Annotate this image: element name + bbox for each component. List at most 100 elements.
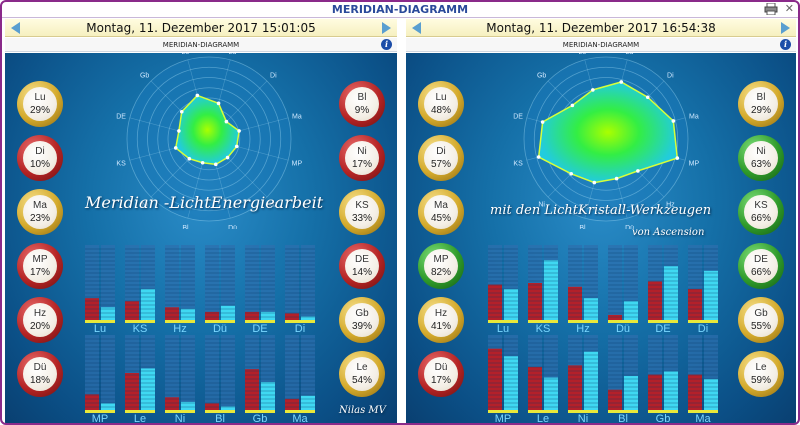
radar-point: [540, 120, 545, 124]
info-icon[interactable]: i: [381, 39, 392, 50]
bar-baseline: [125, 320, 155, 323]
radar-point: [614, 176, 619, 181]
bar-red: [205, 311, 219, 321]
orb-face: [744, 357, 778, 391]
meridian-orb-gb[interactable]: Gb 55%: [738, 297, 784, 343]
meridian-orb-de[interactable]: DE 66%: [738, 243, 784, 289]
orb-face: [744, 249, 778, 283]
orb-percent: 17%: [29, 267, 50, 278]
radar-ring: [533, 66, 679, 212]
radar-axis-label: MP: [689, 161, 700, 168]
orb-code: Di: [436, 146, 446, 157]
radar-axis-label: Gb: [140, 73, 149, 80]
orb-code: KS: [355, 200, 369, 211]
meridian-orb-di[interactable]: Di 10%: [17, 135, 63, 181]
meridian-orb-dü[interactable]: Dü 17%: [418, 351, 464, 397]
bar-red: [688, 374, 702, 411]
meridian-orb-mp[interactable]: MP 82%: [418, 243, 464, 289]
bar-label: Ni: [577, 413, 589, 425]
meridian-orb-bl[interactable]: Bl 9%: [339, 81, 385, 127]
bar-label: Gb: [655, 413, 671, 425]
bar-track: [181, 245, 195, 321]
orb-face: [744, 87, 778, 121]
radar-axis-label: Le: [579, 53, 587, 56]
orb-code: Hz: [33, 308, 47, 319]
bar-red: [568, 286, 582, 321]
radar-axis-label: Ma: [292, 113, 302, 120]
meridian-orb-bl[interactable]: Bl 29%: [738, 81, 784, 127]
meridian-orb-di[interactable]: Di 57%: [418, 135, 464, 181]
info-icon[interactable]: i: [780, 39, 791, 50]
bar-cyan: [504, 289, 518, 321]
orb-face: [23, 195, 57, 229]
bar-label: Bl: [215, 413, 225, 425]
meridian-orb-ni[interactable]: Ni 17%: [339, 135, 385, 181]
bar-cyan: [544, 260, 558, 321]
orb-percent: 29%: [750, 105, 771, 116]
bar-cyan: [261, 311, 275, 321]
orb-face: [424, 357, 458, 391]
meridian-orb-gb[interactable]: Gb 39%: [339, 297, 385, 343]
orb-code: DE: [355, 254, 369, 265]
orb-face: [23, 249, 57, 283]
orb-percent: 82%: [430, 267, 451, 278]
overlay-credit: von Ascension: [632, 227, 705, 238]
radar-point: [179, 109, 184, 114]
date-bar: Montag, 11. Dezember 2017 16:54:38: [406, 19, 796, 37]
meridian-orb-lu[interactable]: Lu 29%: [17, 81, 63, 127]
meridian-orb-ks[interactable]: KS 33%: [339, 189, 385, 235]
next-arrow-icon[interactable]: [382, 22, 391, 34]
bar-track: [85, 335, 99, 411]
meridian-orb-hz[interactable]: Hz 41%: [418, 297, 464, 343]
panel-right: Montag, 11. Dezember 2017 16:54:38 MERID…: [406, 19, 796, 425]
bar-track: [301, 335, 315, 411]
radar-axis-label: Ni: [538, 201, 545, 208]
prev-arrow-icon[interactable]: [11, 22, 20, 34]
prev-arrow-icon[interactable]: [412, 22, 421, 34]
bar-group-2: [85, 335, 315, 413]
meridian-orb-ma[interactable]: Ma 45%: [418, 189, 464, 235]
meridian-orb-le[interactable]: Le 54%: [339, 351, 385, 397]
radar-axis-label: Hz: [269, 201, 278, 208]
bar-cyan: [301, 316, 315, 321]
radar-axis-label: DE: [513, 113, 523, 120]
close-icon[interactable]: ✕: [784, 2, 794, 15]
bar-cyan: [504, 356, 518, 411]
meridian-orb-le[interactable]: Le 59%: [738, 351, 784, 397]
bar-red: [285, 398, 299, 411]
bar-track: [205, 335, 219, 411]
overlay-credit: Nilas MV: [339, 405, 386, 416]
panel-subtitle: MERIDIAN-DIAGRAMM i: [5, 38, 397, 52]
radar-axis-label: Le: [182, 53, 190, 56]
meridian-orb-ks[interactable]: KS 66%: [738, 189, 784, 235]
bar-cyan: [101, 403, 115, 411]
bar-label: Di: [697, 323, 709, 335]
radar-point: [536, 155, 541, 159]
bar-baseline: [608, 410, 638, 413]
orb-code: MP: [32, 254, 48, 265]
bar-track: [261, 245, 275, 321]
orb-percent: 23%: [29, 213, 50, 224]
orb-code: Dü: [434, 362, 448, 373]
bar-cyan: [624, 376, 638, 411]
subtitle-text: MERIDIAN-DIAGRAMM: [162, 41, 240, 49]
print-icon[interactable]: [764, 3, 778, 15]
next-arrow-icon[interactable]: [781, 22, 790, 34]
bar-label: KS: [535, 323, 551, 335]
meridian-orb-dü[interactable]: Dü 18%: [17, 351, 63, 397]
meridian-orb-de[interactable]: DE 14%: [339, 243, 385, 289]
radar-axis-label: Ni: [141, 201, 148, 208]
meridian-orb-ni[interactable]: Ni 63%: [738, 135, 784, 181]
bar-track: [165, 245, 179, 321]
meridian-orb-lu[interactable]: Lu 48%: [418, 81, 464, 127]
bar-cyan: [181, 401, 195, 411]
bar-baseline: [568, 410, 598, 413]
orb-percent: 59%: [750, 375, 771, 386]
orb-face: [345, 249, 379, 283]
bar-track: [181, 335, 195, 411]
orb-code: Gb: [754, 308, 768, 319]
meridian-orb-mp[interactable]: MP 17%: [17, 243, 63, 289]
bar-track: [101, 245, 115, 321]
meridian-orb-ma[interactable]: Ma 23%: [17, 189, 63, 235]
meridian-orb-hz[interactable]: Hz 20%: [17, 297, 63, 343]
